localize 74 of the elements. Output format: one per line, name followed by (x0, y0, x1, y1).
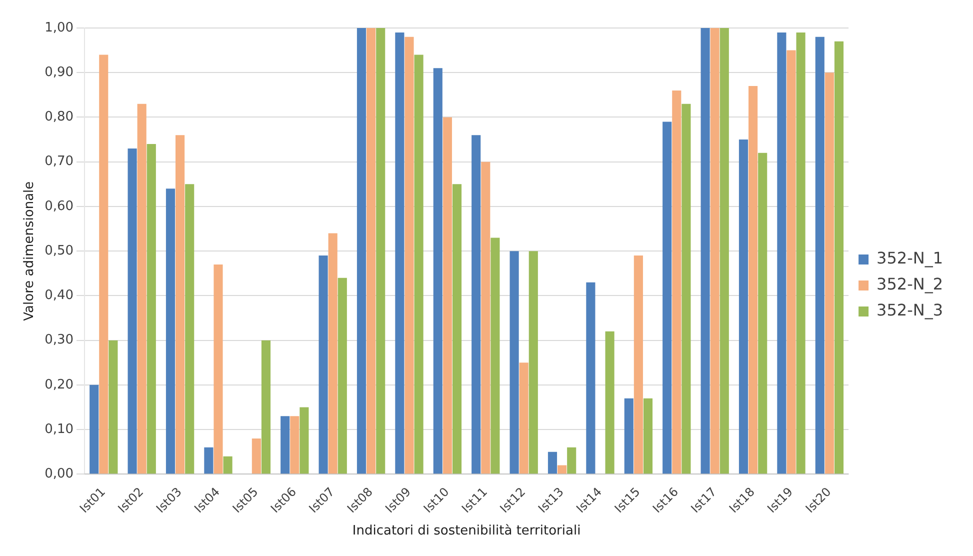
y-tick-label: 0,60 (44, 198, 74, 214)
bar (824, 72, 834, 474)
bar (605, 331, 614, 474)
bar (452, 184, 462, 474)
bar (414, 54, 424, 474)
bar (404, 36, 414, 474)
bar (176, 135, 185, 474)
bar (433, 68, 442, 474)
bar (214, 264, 223, 474)
bar (748, 86, 758, 474)
x-axis-title: Indicatori di sostenibilità territoriali (352, 524, 581, 539)
bar (682, 104, 691, 474)
bar (738, 140, 748, 474)
bar (366, 28, 376, 474)
bar (108, 340, 118, 474)
bar (252, 438, 261, 474)
legend-label: 352-N_2 (876, 274, 944, 294)
bar (834, 41, 844, 474)
bar (796, 32, 806, 474)
bar (300, 407, 309, 474)
legend-label: 352-N_1 (876, 248, 944, 268)
bar (510, 251, 519, 474)
bar (128, 148, 137, 474)
bar (328, 233, 338, 474)
bar (643, 398, 653, 474)
bar (99, 54, 108, 474)
bar (567, 447, 576, 474)
bar (137, 104, 146, 474)
bar (624, 398, 634, 474)
bar (662, 122, 672, 474)
bar (586, 282, 596, 474)
bar (166, 188, 176, 474)
bar (786, 50, 796, 474)
bar (777, 32, 786, 474)
bar (481, 162, 490, 474)
bar (318, 256, 328, 474)
bar (700, 28, 710, 474)
legend-label: 352-N_3 (876, 300, 944, 320)
bar (356, 28, 366, 474)
bar (395, 32, 404, 474)
y-tick-label: 0,00 (44, 466, 74, 482)
bar (519, 362, 528, 474)
y-tick-label: 1,00 (44, 20, 74, 36)
bar (280, 416, 290, 474)
bar (376, 28, 386, 474)
y-tick-label: 0,80 (44, 110, 74, 125)
y-tick-label: 0,50 (44, 243, 74, 258)
bar (490, 238, 500, 474)
bar (204, 447, 214, 474)
y-tick-label: 0,30 (44, 332, 74, 348)
bar (146, 144, 156, 474)
bar (442, 117, 452, 474)
y-tick-label: 0,70 (44, 154, 74, 170)
bar (672, 90, 682, 474)
bar (90, 384, 99, 474)
bar (720, 28, 729, 474)
bar (710, 28, 720, 474)
bar (290, 416, 300, 474)
y-tick-label: 0,40 (44, 288, 74, 304)
bar (261, 340, 271, 474)
bar (548, 452, 558, 474)
bar (558, 465, 567, 474)
bar (472, 135, 481, 474)
y-tick-label: 0,90 (44, 64, 74, 80)
y-tick-label: 0,10 (44, 422, 74, 437)
bar (223, 456, 232, 474)
bar (185, 184, 194, 474)
bar (815, 36, 824, 474)
bar (758, 152, 768, 474)
bar (528, 251, 538, 474)
bar (634, 256, 643, 474)
bar (338, 278, 347, 474)
y-axis-title: Valore adimensionale (22, 181, 38, 321)
y-tick-label: 0,20 (44, 377, 74, 392)
